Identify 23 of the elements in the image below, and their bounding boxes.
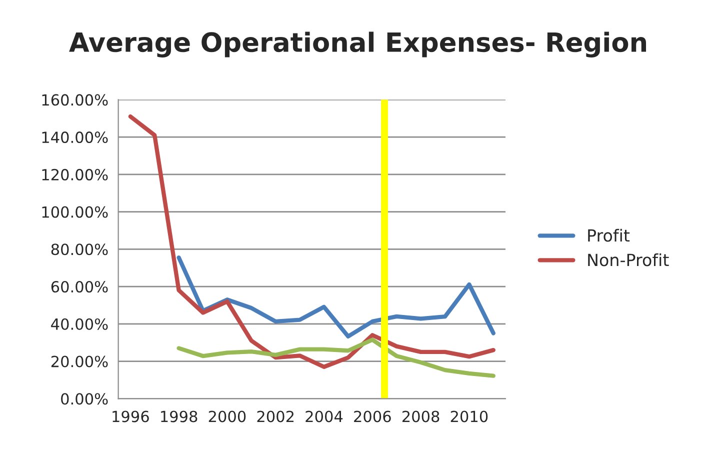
y-tick-label: 160.00% bbox=[42, 94, 108, 106]
y-tick-label: 100.00% bbox=[42, 206, 108, 218]
x-tick-label: 1996 bbox=[112, 410, 149, 422]
legend-label: Non-Profit bbox=[588, 253, 669, 266]
chart-title: Average Operational Expenses- Region bbox=[69, 32, 646, 58]
y-tick-label: 120.00% bbox=[42, 168, 108, 180]
legend-label: Profit bbox=[588, 228, 630, 242]
y-tick-label: 0.00% bbox=[61, 393, 108, 405]
x-tick-label: 2004 bbox=[306, 410, 343, 422]
x-tick-label: 2002 bbox=[257, 410, 294, 422]
x-tick-label: 2000 bbox=[208, 410, 246, 422]
x-tick-label: 2010 bbox=[450, 410, 488, 422]
y-tick-label: 60.00% bbox=[51, 280, 108, 293]
x-tick-label: 2006 bbox=[354, 410, 391, 422]
x-tick-label: 2008 bbox=[402, 410, 440, 422]
line-series bbox=[176, 338, 496, 378]
y-tick-label: 80.00% bbox=[51, 244, 108, 256]
y-tick-label: 40.00% bbox=[51, 318, 108, 330]
y-tick-label: 140.00% bbox=[42, 132, 108, 144]
y-tick-label: 20.00% bbox=[51, 356, 108, 368]
x-tick-label: 1998 bbox=[161, 410, 198, 422]
line-series bbox=[128, 114, 496, 369]
line-series bbox=[176, 255, 496, 338]
